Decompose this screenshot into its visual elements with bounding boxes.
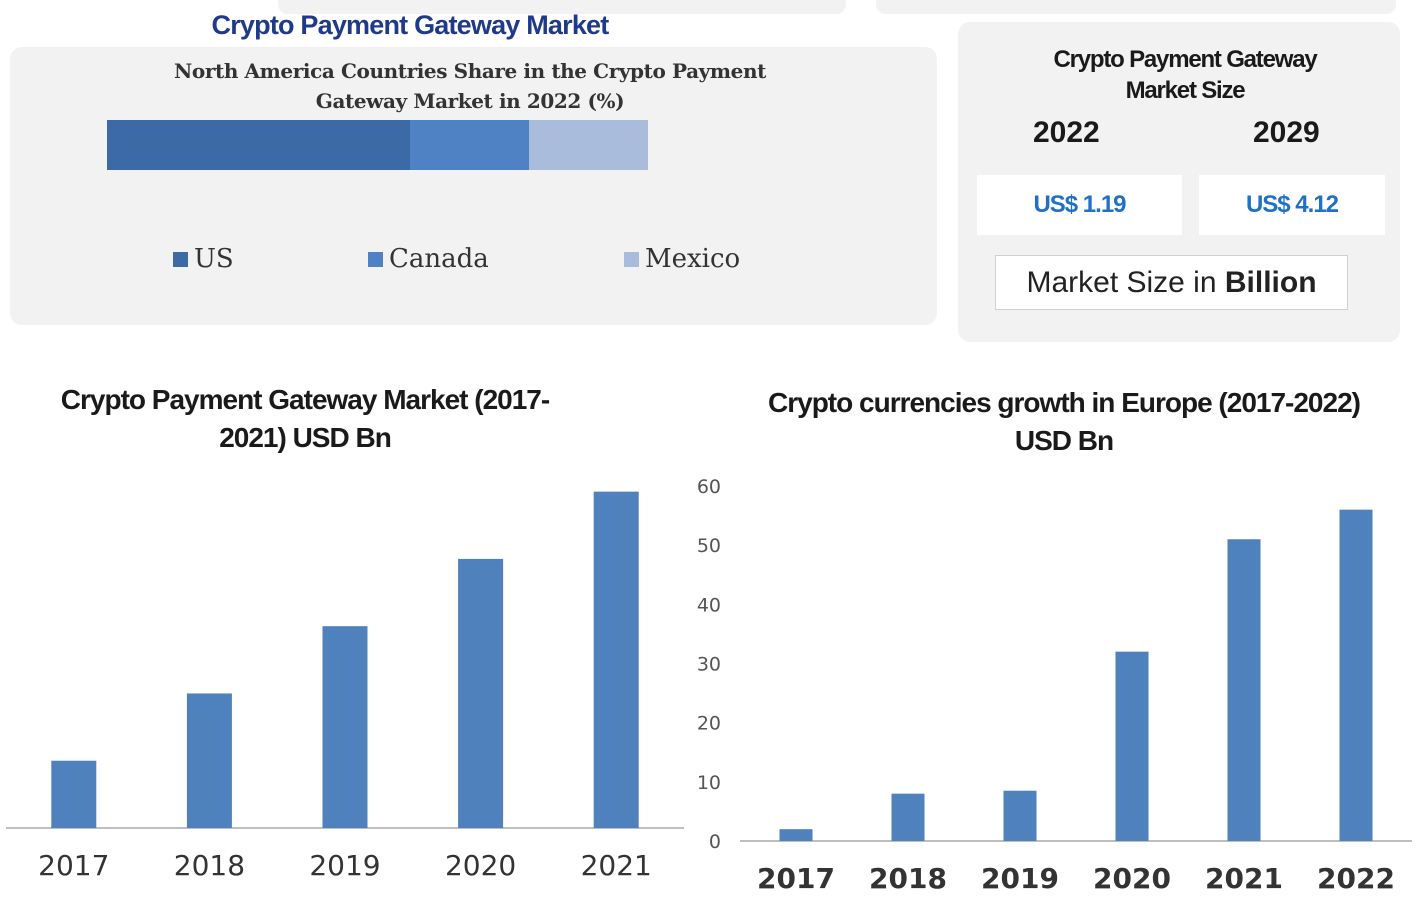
top-left-panel-edge (278, 0, 846, 14)
chart2-ytick-20: 20 (697, 713, 721, 735)
legend-swatch (368, 251, 383, 267)
chart1-title: Crypto Payment Gateway Market (2017- 202… (0, 381, 610, 457)
unit-bold: Billion (1224, 265, 1317, 299)
chart2-title-line2: USD Bn (1014, 425, 1114, 456)
market-size-title: Crypto Payment Gateway Market Size (975, 44, 1395, 106)
top-right-panel-edge (876, 0, 1396, 14)
chart1-bar-2017 (51, 760, 97, 828)
chart2-xtick-2017: 2017 (757, 862, 835, 895)
chart1-title-line2: 2021) USD Bn (219, 422, 392, 453)
chart2-bar-2018 (891, 793, 925, 841)
stack-segment-us (107, 120, 410, 170)
chart2-xtick-2019: 2019 (981, 862, 1059, 895)
chart2-bar-2021 (1227, 539, 1261, 841)
chart2-ytick-40: 40 (697, 594, 721, 616)
page-title: Crypto Payment Gateway Market (211, 10, 610, 40)
north-america-panel (10, 47, 937, 325)
chart2-ytick-50: 50 (697, 535, 721, 557)
chart2-ytick-30: 30 (697, 654, 721, 676)
chart2-ytick-60: 60 (697, 476, 721, 498)
unit-label-box: Market Size in Billion (995, 255, 1348, 310)
chart1-xtick-2017: 2017 (38, 849, 109, 882)
stacked-share-bar (107, 120, 648, 170)
stack-segment-canada (409, 120, 529, 170)
market-size-title-line1: Crypto Payment Gateway (1053, 46, 1317, 73)
chart2-bar-2022 (1339, 509, 1373, 841)
chart2-xtick-2018: 2018 (869, 862, 947, 895)
year-2022-label: 2022 (1033, 116, 1100, 149)
chart1-bar-2020 (458, 558, 504, 828)
chart2-bar-2017 (779, 829, 813, 841)
chart2-xtick-2021: 2021 (1205, 862, 1283, 895)
chart1-xtick-2018: 2018 (174, 849, 245, 882)
chart2-ytick-0: 0 (709, 831, 721, 853)
legend-label: Mexico (645, 244, 741, 274)
year-2029-label: 2029 (1253, 116, 1320, 149)
chart1-xtick-2020: 2020 (445, 849, 516, 882)
north-america-chart-title: North America Countries Share in the Cry… (120, 56, 820, 116)
chart1-bar-2018 (186, 693, 232, 828)
chart1-xtick-2021: 2021 (581, 849, 652, 882)
legend-swatch (173, 251, 188, 267)
chart2-xtick-2020: 2020 (1093, 862, 1171, 895)
chart1-xtick-2019: 2019 (309, 849, 380, 882)
market-size-title-line2: Market Size (1125, 77, 1246, 104)
unit-prefix: Market Size in (1026, 265, 1225, 299)
north-america-title-line2: Gateway Market in 2022 (%) (315, 89, 625, 113)
legend-item-us: US (173, 244, 234, 274)
chart1-title-line1: Crypto Payment Gateway Market (2017- (60, 384, 550, 415)
north-america-title-line1: North America Countries Share in the Cry… (174, 59, 766, 83)
chart2-ytick-10: 10 (697, 772, 721, 794)
legend-item-canada: Canada (368, 244, 489, 274)
legend-item-mexico: Mexico (624, 244, 740, 274)
chart2-xtick-2022: 2022 (1317, 862, 1395, 895)
value-2029-box: US$ 4.12 (1199, 175, 1385, 235)
chart2-title: Crypto currencies growth in Europe (2017… (705, 384, 1423, 460)
chart2-title-line1: Crypto currencies growth in Europe (2017… (768, 387, 1361, 418)
chart1-bar-2019 (322, 626, 368, 828)
value-2022-box: US$ 1.19 (977, 175, 1182, 235)
chart2-bar-2020 (1115, 651, 1149, 841)
legend-label: US (194, 244, 234, 274)
chart2-bar-2019 (1003, 790, 1037, 841)
chart1-bar-2021 (593, 491, 639, 828)
legend-label: Canada (389, 244, 489, 274)
legend-swatch (624, 251, 639, 267)
stack-segment-mexico (528, 120, 648, 170)
